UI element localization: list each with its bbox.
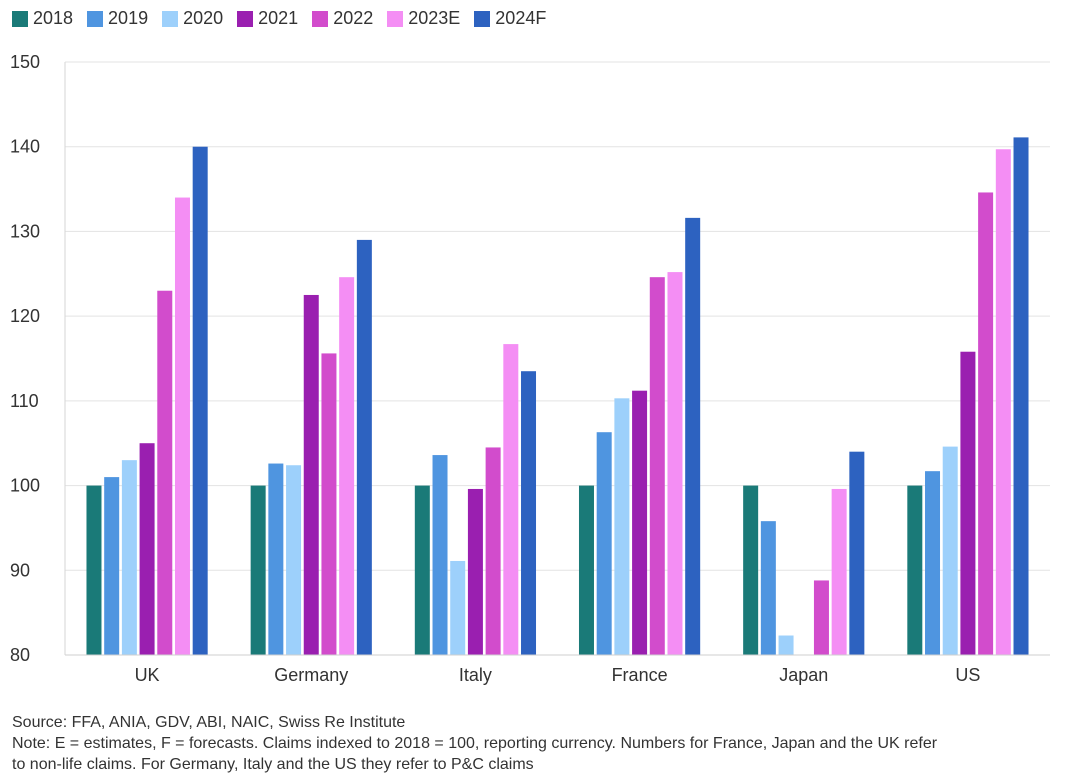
legend-swatch-2021 — [237, 10, 254, 27]
bar-italy-2018 — [414, 485, 430, 655]
bar-france-2024f — [685, 217, 701, 656]
bar-france-2020 — [614, 398, 630, 655]
bar-uk-2019 — [104, 477, 120, 655]
source-note: Source: FFA, ANIA, GDV, ABI, NAIC, Swiss… — [12, 714, 406, 731]
bar-us-2022 — [978, 192, 994, 655]
legend-label-2022: 2022 — [333, 8, 374, 28]
legend-label-2024f: 2024F — [495, 8, 547, 28]
legend-item-2023e: 2023E — [387, 8, 460, 29]
bar-germany-2021 — [303, 294, 319, 655]
legend-label-2021: 2021 — [258, 8, 299, 28]
legend-item-2021: 2021 — [237, 8, 298, 29]
x-tick-label-japan: Japan — [779, 665, 828, 685]
y-tick-label-150: 150 — [10, 52, 40, 72]
y-tick-label-130: 130 — [10, 221, 40, 241]
x-tick-label-france: France — [612, 665, 668, 685]
bar-japan-2024f — [849, 451, 865, 655]
legend-item-2018: 2018 — [12, 8, 73, 29]
y-tick-label-100: 100 — [10, 476, 40, 496]
bar-italy-2021 — [467, 488, 483, 655]
bar-germany-2018 — [250, 485, 266, 655]
y-tick-label-80: 80 — [10, 645, 30, 665]
legend-item-2022: 2022 — [312, 8, 373, 29]
legend-label-2019: 2019 — [108, 8, 149, 28]
bar-france-2023e — [667, 272, 683, 655]
bar-france-2019 — [596, 432, 612, 655]
bar-italy-2022 — [485, 447, 501, 655]
bar-japan-2022 — [813, 580, 829, 655]
y-tick-label-90: 90 — [10, 560, 30, 580]
bar-us-2020 — [942, 446, 958, 655]
legend-label-2023e: 2023E — [408, 8, 461, 28]
chart-footer: Source: FFA, ANIA, GDV, ABI, NAIC, Swiss… — [12, 712, 1062, 775]
bar-us-2023e — [995, 149, 1011, 655]
bar-chart: 80 90 100 110 120 130 140 150 UK Germany Italy Fran… — [10, 52, 1050, 685]
note-line-2: to non-life claims. For Germany, Italy a… — [12, 756, 534, 773]
bar-france-2021 — [632, 390, 648, 655]
bar-us-2024f — [1013, 137, 1029, 655]
note-line-1: Note: E = estimates, F = forecasts. Clai… — [12, 735, 938, 752]
y-tick-label-110: 110 — [10, 391, 39, 411]
bar-italy-2019 — [432, 455, 448, 655]
bar-france-2018 — [578, 485, 594, 655]
legend-swatch-2020 — [162, 10, 179, 27]
bar-germany-2024f — [356, 239, 372, 655]
bar-us-2018 — [907, 485, 923, 655]
bar-japan-2020 — [778, 635, 794, 655]
bar-italy-2023e — [503, 344, 519, 655]
x-tick-label-germany: Germany — [274, 665, 348, 685]
legend-item-2020: 2020 — [162, 8, 223, 29]
bar-japan-2023e — [831, 488, 847, 655]
legend-swatch-2019 — [87, 10, 104, 27]
bar-germany-2023e — [339, 277, 355, 655]
bar-germany-2022 — [321, 353, 337, 655]
x-tick-label-us: US — [955, 665, 980, 685]
bar-italy-2020 — [450, 560, 466, 655]
bar-japan-2019 — [760, 521, 776, 655]
bar-germany-2020 — [286, 465, 302, 655]
y-tick-label-140: 140 — [10, 137, 40, 157]
bar-us-2021 — [960, 351, 976, 655]
x-tick-label-italy: Italy — [459, 665, 492, 685]
legend-item-2019: 2019 — [87, 8, 148, 29]
bar-italy-2024f — [521, 371, 537, 655]
bar-uk-2022 — [157, 290, 173, 655]
bar-japan-2018 — [743, 485, 759, 655]
bar-uk-2020 — [121, 460, 137, 655]
legend-swatch-2023e — [387, 10, 404, 27]
bar-germany-2019 — [268, 463, 284, 655]
legend-swatch-2022 — [312, 10, 329, 27]
y-tick-label-120: 120 — [10, 306, 40, 326]
legend-label-2020: 2020 — [183, 8, 224, 28]
bar-uk-2023e — [174, 197, 190, 656]
bar-uk-2018 — [86, 485, 102, 655]
legend-swatch-2018 — [12, 10, 28, 27]
bar-uk-2024f — [192, 146, 208, 655]
chart-legend: 2018 2019 2020 2021 2022 2023E 2024F — [12, 8, 560, 29]
bar-uk-2021 — [139, 443, 155, 655]
legend-item-2024f: 2024F — [474, 8, 546, 29]
legend-label-2018: 2018 — [33, 8, 74, 28]
bar-us-2019 — [925, 471, 941, 655]
legend-swatch-2024f — [474, 10, 491, 27]
bar-france-2022 — [649, 277, 665, 655]
x-tick-label-uk: UK — [135, 665, 160, 685]
